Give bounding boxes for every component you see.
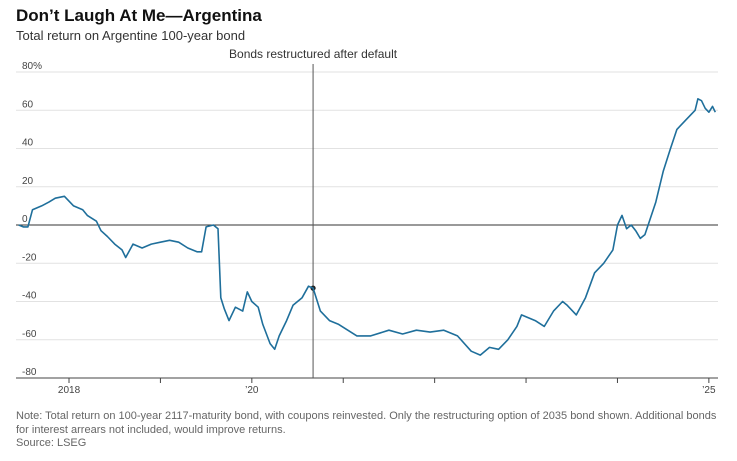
x-tick-label: 2018 [58,385,81,396]
chart-source: Source: LSEG [16,437,87,449]
y-tick-label: 80% [22,61,42,72]
chart-note: Note: Total return on 100-year 2117-matu… [16,410,717,436]
series-layer [18,98,717,356]
y-tick-label: 0 [22,214,28,225]
y-tick-label: -40 [22,291,37,302]
series-line [18,98,717,356]
x-tick-label: ’25 [702,385,716,396]
y-tick-label: 40 [22,138,34,149]
y-tick-label: -60 [22,329,37,340]
y-tick-label: -80 [22,367,37,378]
annotation: Bonds restructured after default [229,47,398,378]
y-tick-label: 20 [22,176,34,187]
chart-subtitle: Total return on Argentine 100-year bond [16,28,246,43]
gridlines [16,71,718,379]
y-axis-ticks: 80% 60 40 20 0 -20 -40 -60 -80 [22,61,42,378]
x-axis: 2018 ’20 ’25 [58,378,716,396]
y-tick-label: -20 [22,252,37,263]
annotation-label: Bonds restructured after default [229,47,398,61]
chart-title: Don’t Laugh At Me—Argentina [16,6,262,25]
x-tick-label: ’20 [245,385,259,396]
y-tick-label: 60 [22,99,34,110]
